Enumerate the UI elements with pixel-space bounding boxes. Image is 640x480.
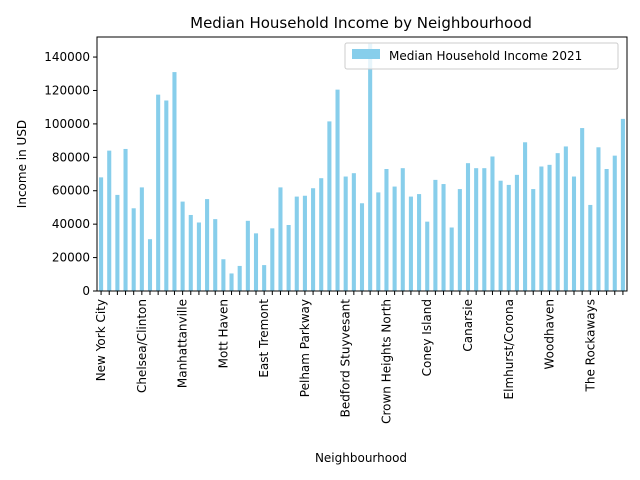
bar-31	[351, 173, 356, 291]
bar-20	[262, 265, 267, 291]
x-tick-label-40: Coney Island	[420, 299, 434, 376]
bar-50	[506, 184, 511, 291]
bar-4	[131, 208, 136, 291]
plot-area	[96, 36, 628, 292]
x-tick-label-50: Elmhurst/Corona	[502, 299, 516, 399]
bar-2	[115, 194, 120, 291]
bar-12	[196, 222, 201, 291]
bar-10	[180, 201, 185, 291]
bar-32	[359, 203, 365, 291]
bar-16	[229, 273, 234, 291]
bar-9	[172, 72, 177, 291]
bar-24	[294, 196, 299, 291]
y-tick-label-6: 120000	[44, 83, 90, 97]
x-tick-label-55: Woodhaven	[543, 299, 557, 370]
bar-54	[539, 166, 544, 291]
y-tick-label-4: 80000	[52, 150, 90, 164]
y-axis: 0 20000 40000 60000 80000 100000 120000 140000	[44, 50, 97, 298]
bar-61	[596, 147, 601, 291]
bar-0	[99, 177, 104, 291]
x-tick-label-5: Chelsea/Clinton	[135, 299, 149, 393]
bar-11	[188, 214, 193, 291]
bar-19	[253, 233, 259, 291]
bar-40	[425, 221, 430, 291]
bar-37	[400, 168, 405, 291]
bar-29	[335, 89, 340, 291]
x-tick-label-35: Crown Heights North	[379, 299, 393, 424]
x-tick-label-45: Canarsie	[461, 299, 475, 352]
bar-53	[531, 189, 536, 291]
bar-23	[286, 224, 291, 291]
y-tick-label-0: 0	[82, 284, 90, 298]
bar-17	[237, 265, 242, 291]
bar-25	[302, 195, 307, 291]
bar-48	[490, 156, 495, 291]
bar-13	[205, 199, 210, 291]
legend-swatch	[352, 49, 380, 59]
bar-58	[571, 176, 577, 291]
bar-35	[384, 169, 389, 291]
y-tick-label-1: 20000	[52, 251, 90, 265]
bar-30	[343, 176, 348, 291]
y-tick-label-2: 40000	[52, 217, 90, 231]
bar-42	[441, 184, 446, 291]
bar-38	[408, 196, 413, 291]
bar-64	[620, 118, 625, 291]
x-tick-label-60: The Rockaways	[583, 299, 597, 392]
bar-39	[417, 194, 422, 291]
bar-59	[580, 128, 585, 291]
bar-28	[327, 121, 332, 291]
bar-57	[563, 146, 568, 291]
bar-3	[123, 148, 128, 291]
x-tick-label-30: Bedford Stuyvesant	[339, 299, 353, 418]
bar-63	[612, 155, 617, 291]
bar-6	[147, 239, 153, 291]
y-tick-label-7: 140000	[44, 50, 90, 64]
bar-49	[498, 180, 503, 291]
bar-8	[164, 100, 169, 291]
bar-45	[465, 163, 471, 291]
legend-box	[344, 42, 619, 70]
x-axis: New York City Chelsea/Clinton Manhattanvil…	[94, 291, 624, 424]
bar-1	[107, 150, 112, 291]
bar-62	[604, 169, 609, 291]
bar-55	[547, 164, 552, 291]
y-tick-label-3: 60000	[52, 184, 90, 198]
bar-44	[457, 189, 462, 291]
legend: Median Household Income 2021	[344, 42, 619, 70]
bar-14	[213, 219, 218, 291]
bar-52	[523, 142, 528, 291]
bar-15	[221, 259, 226, 291]
bar-56	[555, 153, 560, 291]
bar-18	[245, 220, 250, 291]
bar-60	[588, 204, 593, 291]
y-tick-label-5: 100000	[44, 117, 90, 131]
bar-22	[278, 187, 283, 291]
bar-27	[319, 178, 324, 291]
bar-5	[139, 187, 144, 291]
bar-36	[392, 186, 397, 291]
bar-33	[368, 43, 373, 292]
x-tick-label-0: New York City	[94, 299, 108, 381]
bar-41	[433, 179, 438, 292]
legend-entry-label: Median Household Income 2021	[389, 49, 582, 63]
x-tick-label-15: Mott Haven	[216, 299, 230, 368]
bar-7	[156, 94, 161, 292]
bar-34	[376, 192, 381, 291]
chart-title: Median Household Income by Neighbourhood	[190, 14, 532, 32]
x-tick-label-20: East Tremont	[257, 299, 271, 378]
x-tick-label-25: Pelham Parkway	[298, 299, 312, 397]
bar-26	[311, 188, 316, 291]
bar-43	[449, 227, 454, 291]
bar-46	[474, 168, 479, 291]
bar-47	[482, 168, 487, 291]
bar-21	[270, 228, 275, 291]
x-tick-label-10: Manhattanville	[176, 299, 190, 388]
bar-51	[514, 174, 519, 291]
y-axis-label: Income in USD	[15, 120, 29, 208]
x-axis-label: Neighbourhood	[315, 451, 407, 465]
